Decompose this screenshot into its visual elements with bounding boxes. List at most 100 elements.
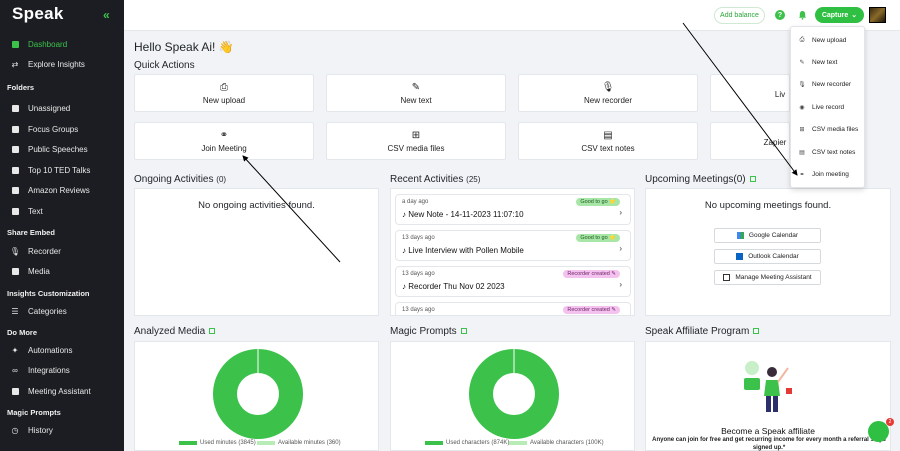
folder-text[interactable]: Text [10,204,43,218]
analyzed-media-title: Analyzed Media [134,326,216,337]
menu-item-join-meeting[interactable]: ⚭ Join meeting [799,170,849,178]
status-badge: Good to go ⭐ [576,234,620,242]
join-meeting-icon: ⚭ [799,171,805,178]
help-icon[interactable]: ? [775,10,785,20]
csv-text-icon: ▤ [603,129,613,141]
arrow-to-menu-join-meeting [682,22,798,176]
activity-row[interactable]: a day ago ♪ New Note - 14-11-2023 11:07:… [395,194,631,225]
activity-row[interactable]: 13 days ago ♪ Live Interview with Pollen… [395,230,631,261]
folder-icon [10,124,20,134]
magic-legend-available: Available characters (100K) [509,440,604,446]
external-link-icon[interactable] [460,328,467,335]
sidebar-item-media[interactable]: Media [10,264,50,278]
avatar[interactable] [869,7,886,23]
ongoing-activities-panel: No ongoing activities found. [134,188,379,316]
zapier-button[interactable]: Zapier [710,122,790,160]
magic-prompts-heading: Magic Prompts [7,408,61,417]
upcoming-empty-text: No upcoming meetings found. [704,200,832,211]
sidebar-item-dashboard[interactable]: Dashboard [10,37,67,51]
affiliate-body: Anyone can join for free and get recurri… [652,437,886,451]
csv-media-icon: ⊞ [411,129,421,141]
sidebar-item-categories[interactable]: ☰ Categories [11,306,67,316]
magic-prompts-title: Magic Prompts [390,326,467,337]
external-link-icon[interactable] [753,328,760,335]
manage-meeting-assistant-button[interactable]: Manage Meeting Assistant [714,270,821,285]
folder-public-speeches[interactable]: Public Speeches [10,142,88,156]
microphone-icon: 🎙 [798,81,806,88]
sidebar-item-automations[interactable]: ✦ Automations [11,345,73,355]
music-note-icon: ♪ [402,210,409,219]
assistant-icon [10,386,20,396]
outlook-calendar-button[interactable]: Outlook Calendar [714,249,821,264]
menu-item-new-upload[interactable]: ⎙ New upload [799,36,847,44]
chevron-right-icon: › [619,208,622,217]
external-link-icon[interactable] [209,328,216,335]
chat-notification-badge: 2 [886,418,894,426]
app-logo[interactable]: Speak [12,4,64,23]
chevron-down-icon: ⌄ [851,12,858,19]
sidebar-item-history[interactable]: ◷ History [11,425,53,435]
folder-focus-groups[interactable]: Focus Groups [10,122,78,136]
activity-row[interactable]: 13 days ago Recorder created ✎ [395,302,631,315]
new-recorder-button[interactable]: 🎙 New recorder [518,74,698,112]
upload-icon: ⎙ [220,81,228,93]
affiliate-panel: Become a Speak affiliate Anyone can join… [645,341,891,451]
legend-swatch-available [257,441,275,445]
affiliate-heading: Become a Speak affiliate [721,426,815,436]
new-text-button[interactable]: ✎ New text [326,74,506,112]
menu-item-new-text[interactable]: ✎ New text [799,58,838,66]
folder-amazon-reviews[interactable]: Amazon Reviews [10,183,90,197]
collapse-sidebar-icon[interactable]: « [103,8,110,22]
insights-customization-heading: Insights Customization [7,289,90,298]
music-note-icon: ♪ [402,246,409,255]
add-balance-button[interactable]: Add balance [714,7,765,24]
csv-media-files-button[interactable]: ⊞ CSV media files [326,122,506,160]
join-meeting-icon: ⚭ [219,129,229,141]
shuffle-icon: ⇄ [11,59,19,69]
activity-row[interactable]: 13 days ago ♪ Recorder Thu Nov 02 2023 R… [395,266,631,297]
affiliate-title: Speak Affiliate Program [645,326,760,337]
menu-item-new-recorder[interactable]: 🎙 New recorder [798,80,852,88]
arrow-to-join-meeting [242,155,341,263]
status-badge: Recorder created ✎ [563,306,620,314]
capture-button[interactable]: Capture ⌄ [815,7,864,23]
microphone-icon: 🎙 [601,81,615,93]
chat-widget-button[interactable] [868,421,889,442]
quick-actions-title: Quick Actions [134,60,195,71]
csv-text-notes-button[interactable]: ▤ CSV text notes [518,122,698,160]
grid-icon [10,39,20,49]
menu-item-live-record[interactable]: ◉ Live record [799,103,845,111]
top-bar [124,0,900,31]
bell-icon[interactable] [798,10,807,20]
analyzed-legend-used: Used minutes (3845) [179,440,256,446]
sidebar-item-integrations[interactable]: ∞ Integrations [10,363,70,377]
sidebar-item-explore-insights[interactable]: ⇄ Explore Insights [11,59,85,69]
upload-icon: ⎙ [799,36,805,43]
google-calendar-icon [736,232,744,239]
folder-unassigned[interactable]: Unassigned [10,101,70,115]
folder-icon [10,206,20,216]
menu-item-csv-text-notes[interactable]: ▤ CSV text notes [799,148,856,156]
magic-legend-used: Used characters (874K) [425,440,509,446]
menu-item-csv-media-files[interactable]: ⊞ CSV media files [799,125,859,133]
google-calendar-button[interactable]: Google Calendar [714,228,821,243]
external-link-icon[interactable] [749,176,756,183]
microphone-icon: 🎙 [9,246,21,256]
assistant-icon [723,274,731,281]
sidebar: Speak « Dashboard ⇄ Explore Insights Fol… [0,0,124,451]
new-upload-button[interactable]: ⎙ New upload [134,74,314,112]
outlook-icon [736,253,744,260]
folder-top-10-ted-talks[interactable]: Top 10 TED Talks [10,163,90,177]
chevron-right-icon: › [619,244,622,253]
analyzed-media-donut [213,349,303,439]
sparkle-icon: ✦ [11,345,19,355]
live-icon: ◉ [799,104,805,111]
folder-icon [10,165,20,175]
do-more-heading: Do More [7,328,37,337]
join-meeting-button[interactable]: ⚭ Join Meeting [134,122,314,160]
capture-dropdown-menu: ⎙ New upload ✎ New text 🎙 New recorder ◉ Liv… [790,26,865,188]
sidebar-item-meeting-assistant[interactable]: Meeting Assistant [10,384,91,398]
sidebar-item-recorder[interactable]: 🎙 Recorder [9,246,61,256]
upcoming-meetings-title: Upcoming Meetings(0) [645,174,756,185]
media-icon [10,266,20,276]
